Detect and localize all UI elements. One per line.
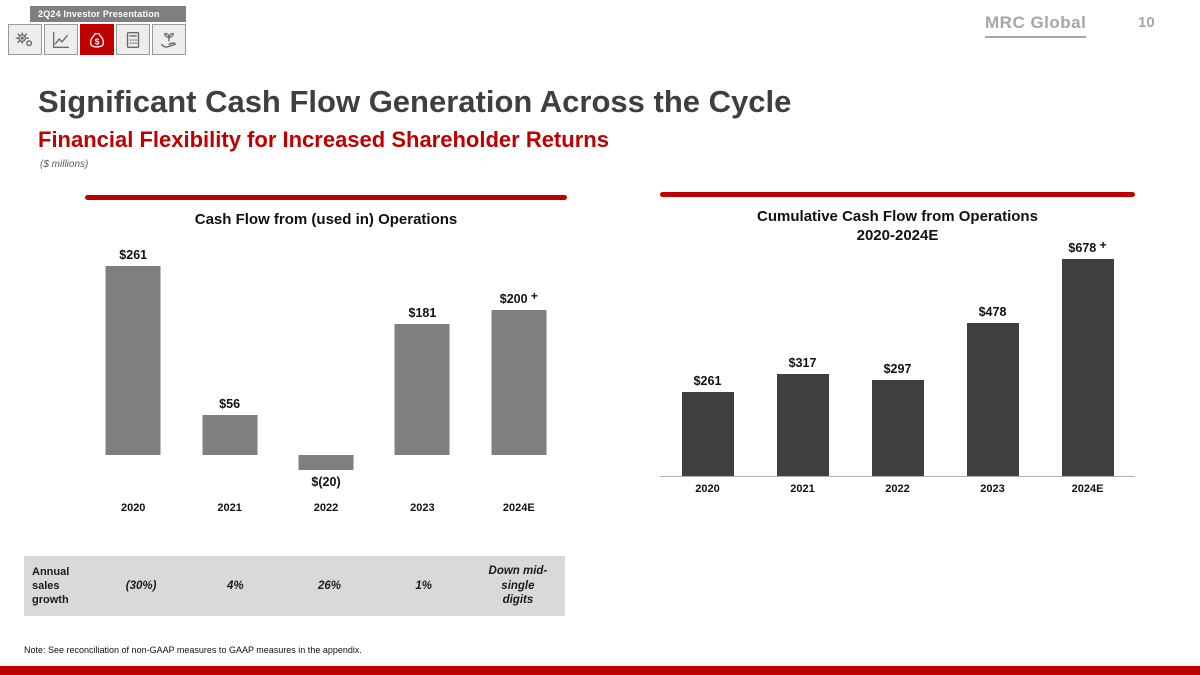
gears-icon: [8, 24, 42, 55]
bar-2023: [966, 322, 1019, 476]
svg-text:$: $: [95, 37, 100, 46]
bar-2020: [105, 266, 161, 456]
x-axis-label: 2024E: [1071, 482, 1104, 495]
x-axis-label: 2023: [410, 501, 435, 514]
x-axis-label: 2021: [217, 501, 242, 514]
bar-2024E: [491, 310, 547, 456]
growth-value: 26%: [317, 579, 342, 592]
chart-title-line2: 2020-2024E: [856, 226, 939, 244]
bar-2022: [871, 380, 924, 476]
units-note: ($ millions): [40, 159, 89, 170]
calculator-icon: [116, 24, 150, 55]
chart-accent-line: [660, 192, 1135, 197]
bar-value-label: $200 +: [499, 289, 538, 307]
bar-column: $56: [181, 238, 277, 488]
bar-value-label: $678 +: [1068, 237, 1107, 255]
bar-2023: [394, 324, 450, 456]
bar-value-label: $317: [788, 356, 817, 371]
bar-2020: [681, 391, 734, 476]
bar-column: $297: [850, 252, 945, 476]
bar-value-label: $181: [408, 305, 437, 320]
page-number: 10: [1138, 14, 1155, 31]
x-axis-label: 2020: [695, 482, 720, 495]
growth-value: (30%): [125, 579, 157, 592]
bar-value-label: $(20): [311, 474, 341, 489]
chart-x-axis: 2020 2021 2022 2023 2024E: [85, 502, 567, 514]
bar-2022: [298, 455, 354, 470]
growth-row-values: (30%) 4% 26% 1% Down mid-single digits: [94, 556, 565, 616]
chart-title: Cumulative Cash Flow from Operations 202…: [660, 208, 1135, 246]
plus-suffix: +: [527, 289, 538, 304]
bar-column: $678 +: [1040, 238, 1135, 476]
chart-title: Cash Flow from (used in) Operations: [194, 211, 458, 228]
x-axis-label: 2024E: [502, 501, 535, 514]
bar-column: $478: [945, 252, 1040, 476]
presentation-tab: 2Q24 Investor Presentation: [30, 6, 186, 22]
company-logo: MRC Global: [985, 13, 1087, 38]
x-axis-label: 2022: [885, 482, 910, 495]
chart-cumulative-cash-flow: Cumulative Cash Flow from Operations 202…: [660, 192, 1135, 495]
money-bag-icon: $: [80, 24, 114, 55]
bar-value-label: $56: [219, 396, 241, 411]
line-chart-icon: [44, 24, 78, 55]
bar-column: $261: [85, 238, 181, 488]
footnote: Note: See reconciliation of non-GAAP mea…: [24, 645, 362, 655]
bar-column: $317: [755, 252, 850, 476]
bar-value-label: $261: [119, 248, 148, 263]
bar-column: $181: [374, 238, 470, 488]
bar-value-label: $297: [883, 362, 912, 377]
bottom-accent-bar: [0, 666, 1200, 675]
bar-value-label: $261: [693, 373, 722, 388]
chart-x-axis: 2020 2021 2022 2023 2024E: [660, 483, 1135, 495]
bar-column: $200 +: [471, 238, 567, 488]
plus-suffix: +: [1096, 237, 1107, 252]
bar-2021: [776, 374, 829, 476]
chart-plot: $261 $56 $(20) $181 $200 +: [85, 238, 567, 489]
bar-value-label: $478: [978, 304, 1007, 319]
x-axis-label: 2022: [313, 501, 339, 514]
chart-plot: $261 $317 $297 $478 $678 +: [660, 238, 1135, 477]
bar-column: $(20): [278, 238, 374, 489]
chart-accent-line: [85, 195, 567, 200]
chart-title-line1: Cumulative Cash Flow from Operations: [757, 208, 1038, 225]
x-axis-label: 2021: [790, 482, 815, 495]
page-subtitle: Financial Flexibility for Increased Shar…: [38, 127, 609, 152]
growth-value: 1%: [415, 579, 433, 592]
page-title: Significant Cash Flow Generation Across …: [38, 84, 792, 119]
x-axis-label: 2020: [120, 501, 146, 514]
bar-2021: [202, 414, 258, 456]
bar-2024E: [1061, 258, 1114, 476]
growth-row-label: Annual sales growth: [32, 565, 70, 607]
hand-plant-icon: [152, 24, 186, 55]
annual-sales-growth-table: Annual sales growth (30%) 4% 26% 1% Down mid…: [24, 556, 565, 616]
bar-column: $261: [660, 252, 755, 476]
section-nav-icons: $: [8, 24, 186, 55]
chart-cash-flow-operations: Cash Flow from (used in) Operations $261…: [85, 195, 567, 514]
growth-value: Down mid-single digits: [488, 564, 548, 607]
x-axis-label: 2023: [980, 482, 1005, 495]
growth-value: 4%: [226, 579, 244, 592]
